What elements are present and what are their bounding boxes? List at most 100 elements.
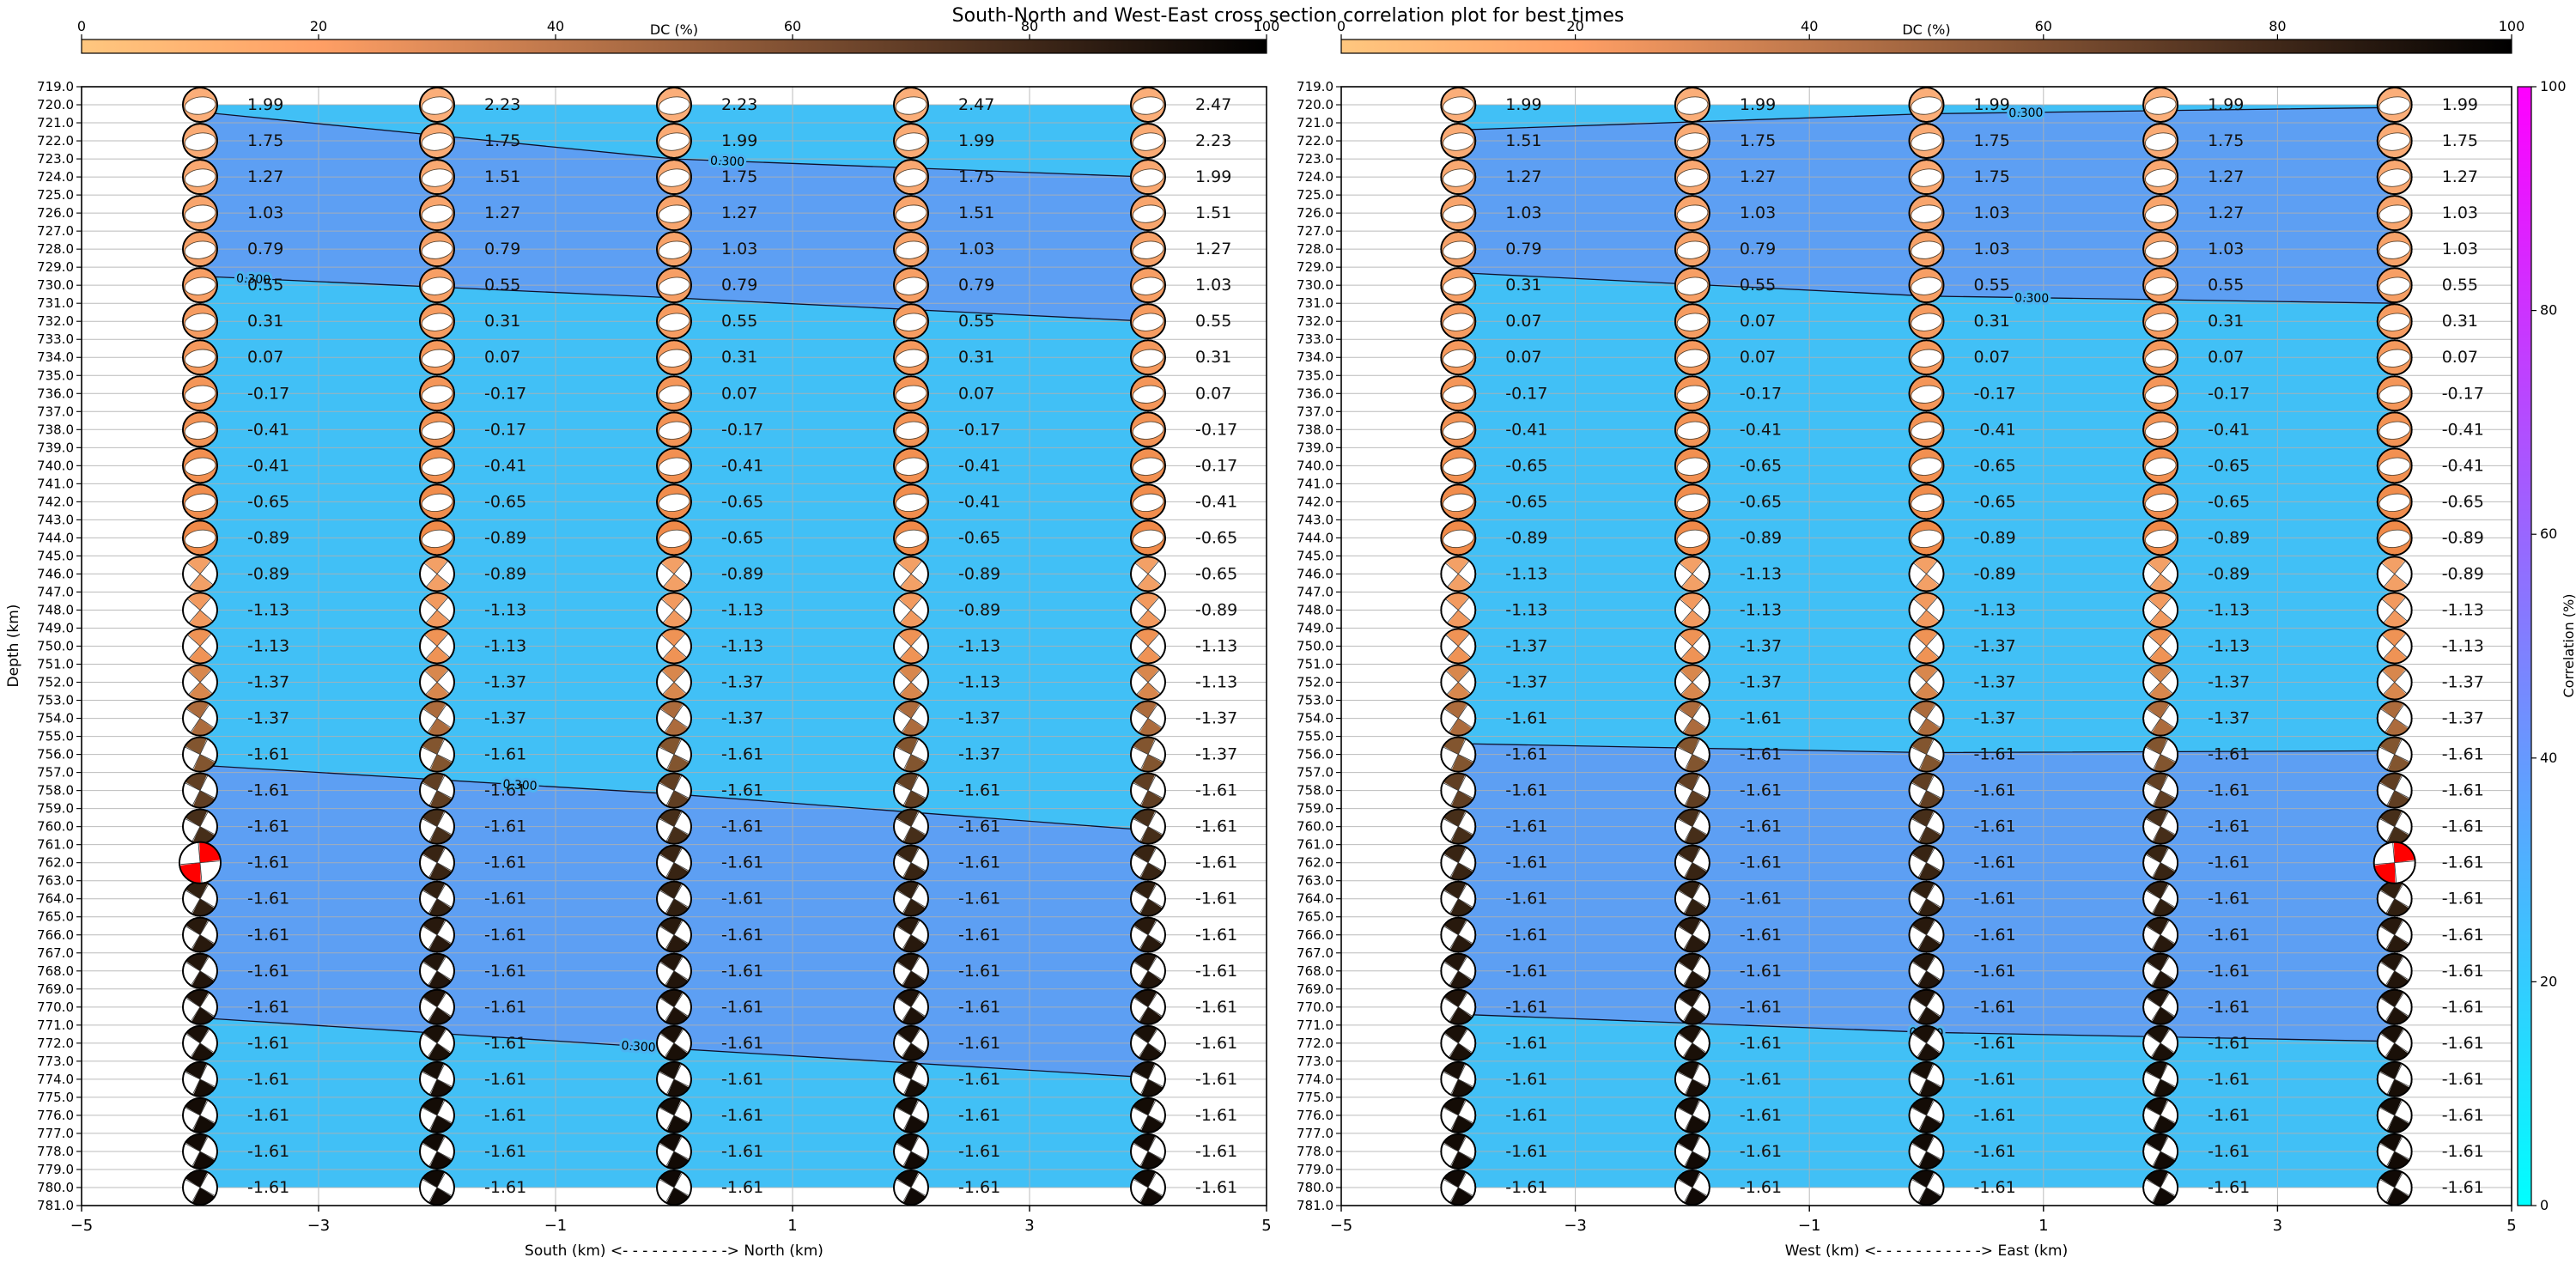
beachball-south-north-x2-d748	[893, 592, 929, 629]
beachball-west-east-x2-d772	[2142, 1024, 2179, 1061]
depth-tick-label: 764.0	[37, 891, 74, 907]
correlation-value-label: 0.79	[1740, 240, 1776, 258]
correlation-value-label: -1.61	[1505, 1178, 1547, 1197]
beachball-quadrants	[2146, 882, 2175, 916]
beachball-nodal-lens	[184, 385, 216, 404]
depth-tick-label: 781.0	[37, 1198, 74, 1213]
correlation-value-label: 0.07	[1740, 348, 1776, 367]
correlation-value-label: -0.17	[958, 420, 1000, 439]
beachball-nodal-lens	[1676, 132, 1709, 151]
beachball-west-east-x2-d740	[2142, 447, 2179, 484]
correlation-value-label: -1.13	[247, 600, 289, 619]
correlation-value-label: 1.27	[2442, 167, 2478, 186]
beachball-quadrants	[661, 592, 687, 628]
beachball-quadrants	[1443, 882, 1473, 916]
depth-tick-label: 731.0	[37, 295, 74, 311]
correlation-value-label: -1.61	[2442, 890, 2484, 908]
beachball-west-east-x0-d750	[1908, 628, 1945, 665]
beachball-west-east-x-2-d748	[1674, 592, 1710, 629]
beachball-quadrants	[2146, 1098, 2176, 1133]
correlation-value-label: -1.61	[247, 745, 289, 764]
beachball-quadrants	[897, 990, 925, 1024]
correlation-value-label: -1.61	[2442, 854, 2484, 872]
beachball-west-east-x4-d748	[2376, 592, 2413, 629]
depth-tick-label: 724.0	[1297, 169, 1334, 185]
correlation-value-label: -1.61	[247, 962, 289, 981]
correlation-value-label: 1.27	[1195, 240, 1231, 258]
correlation-value-label: -1.37	[2208, 673, 2250, 692]
beachball-quadrants	[1135, 592, 1161, 628]
depth-tick-label: 736.0	[1297, 386, 1334, 401]
correlation-value-label: -0.17	[1505, 384, 1547, 403]
beachball-nodal-lens	[1443, 240, 1474, 259]
depth-tick-label: 756.0	[1297, 747, 1334, 762]
beachball-quadrants	[424, 592, 450, 628]
beachball-south-north-x0-d780	[656, 1170, 692, 1206]
dc-tick-label: 60	[2035, 18, 2052, 34]
correlation-value-label: -1.61	[2442, 926, 2484, 945]
correlation-value-label: -1.13	[2208, 600, 2250, 619]
beachball-south-north-x-2-d778	[419, 1133, 455, 1170]
correlation-value-label: -0.89	[1974, 564, 2016, 583]
correlation-tick-label: 80	[2540, 302, 2557, 319]
correlation-value-label: -0.65	[1195, 564, 1237, 583]
beachball-quadrants	[185, 810, 215, 844]
correlation-value-label: -1.37	[721, 673, 763, 692]
beachball-south-north-x-4-d748	[182, 592, 218, 629]
correlation-value-label: -1.61	[1740, 1070, 1782, 1089]
correlation-value-label: 1.27	[2208, 204, 2244, 222]
depth-tick-label: 763.0	[1297, 873, 1334, 889]
correlation-value-label: 1.99	[1974, 95, 2010, 114]
depth-tick-label: 728.0	[37, 241, 74, 257]
beachball-quadrants	[2145, 1062, 2176, 1097]
depth-tick-label: 723.0	[37, 151, 74, 167]
correlation-value-label: -1.61	[1740, 854, 1782, 872]
beachball-west-east-x-2-d746	[1674, 556, 1710, 592]
correlation-value-label: -1.61	[721, 817, 763, 836]
beachball-west-east-x-4-d764	[1440, 880, 1477, 917]
correlation-value-label: -1.61	[1974, 998, 2016, 1017]
correlation-value-label: -1.61	[247, 926, 289, 945]
beachball-quadrants	[185, 954, 215, 988]
depth-tick-label: 750.0	[37, 639, 74, 654]
beachball-quadrants	[1133, 1062, 1163, 1097]
depth-tick-label: 758.0	[1297, 783, 1334, 799]
depth-tick-label: 746.0	[1297, 566, 1334, 581]
beachball-south-north-x-2-d720	[419, 87, 455, 123]
correlation-value-label: -1.61	[2208, 1034, 2250, 1053]
beachball-nodal-lens	[421, 421, 453, 440]
beachball-west-east-x-2-d740	[1674, 447, 1710, 484]
correlation-value-label: -1.61	[2442, 998, 2484, 1017]
correlation-value-label: -1.37	[721, 709, 763, 728]
correlation-value-label: -1.61	[484, 962, 526, 981]
beachball-nodal-lens	[1676, 349, 1709, 368]
correlation-value-label: 0.55	[1740, 276, 1776, 295]
correlation-value-label: 0.55	[958, 312, 994, 331]
beachball-south-north-x2-d766	[893, 916, 929, 953]
beachball-west-east-x2-d738	[2142, 411, 2179, 448]
beachball-west-east-x2-d766	[2142, 916, 2179, 953]
beachball-quadrants	[1444, 701, 1473, 736]
beachball-nodal-lens	[184, 96, 216, 115]
correlation-value-label: -1.61	[958, 926, 1000, 945]
beachball-quadrants	[896, 773, 927, 808]
correlation-value-label: 0.31	[484, 312, 520, 331]
beachball-west-east-x4-d780	[2376, 1170, 2413, 1206]
correlation-value-label: -0.17	[484, 384, 526, 403]
beachball-quadrants	[2379, 1098, 2409, 1133]
correlation-value-label: -1.61	[247, 781, 289, 800]
correlation-value-label: -1.61	[1505, 926, 1547, 945]
depth-tick-label: 720.0	[1297, 97, 1334, 112]
beachball-south-north-x4-d760	[1130, 808, 1166, 845]
correlation-value-label: -1.61	[1974, 1106, 2016, 1125]
correlation-value-label: -0.41	[721, 456, 763, 475]
depth-tick-label: 720.0	[37, 97, 74, 112]
correlation-value-label: -1.61	[2442, 817, 2484, 836]
correlation-value-label: -1.61	[958, 1034, 1000, 1053]
beachball-west-east-x-2-d720	[1674, 87, 1710, 123]
beachball-nodal-lens	[1132, 313, 1164, 331]
beachball-south-north-x4-d764	[1130, 880, 1166, 917]
beachball-quadrants	[1136, 629, 1160, 664]
beachball-west-east-x0-d748	[1908, 592, 1945, 629]
correlation-tick-label: 100	[2540, 78, 2567, 94]
